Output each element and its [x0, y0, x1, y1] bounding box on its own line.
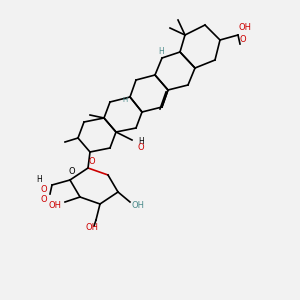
Text: O: O	[41, 185, 47, 194]
Text: H: H	[123, 97, 128, 103]
Text: OH: OH	[85, 223, 98, 232]
Text: H: H	[36, 176, 42, 184]
Text: O: O	[41, 196, 47, 205]
Text: OH: OH	[131, 202, 145, 211]
Text: H: H	[138, 137, 144, 146]
Text: O: O	[137, 143, 144, 152]
Text: O: O	[240, 35, 246, 44]
Text: O: O	[69, 167, 75, 176]
Text: OH: OH	[238, 23, 251, 32]
Text: OH: OH	[49, 202, 62, 211]
Text: H: H	[158, 47, 164, 56]
Text: O: O	[89, 158, 95, 166]
